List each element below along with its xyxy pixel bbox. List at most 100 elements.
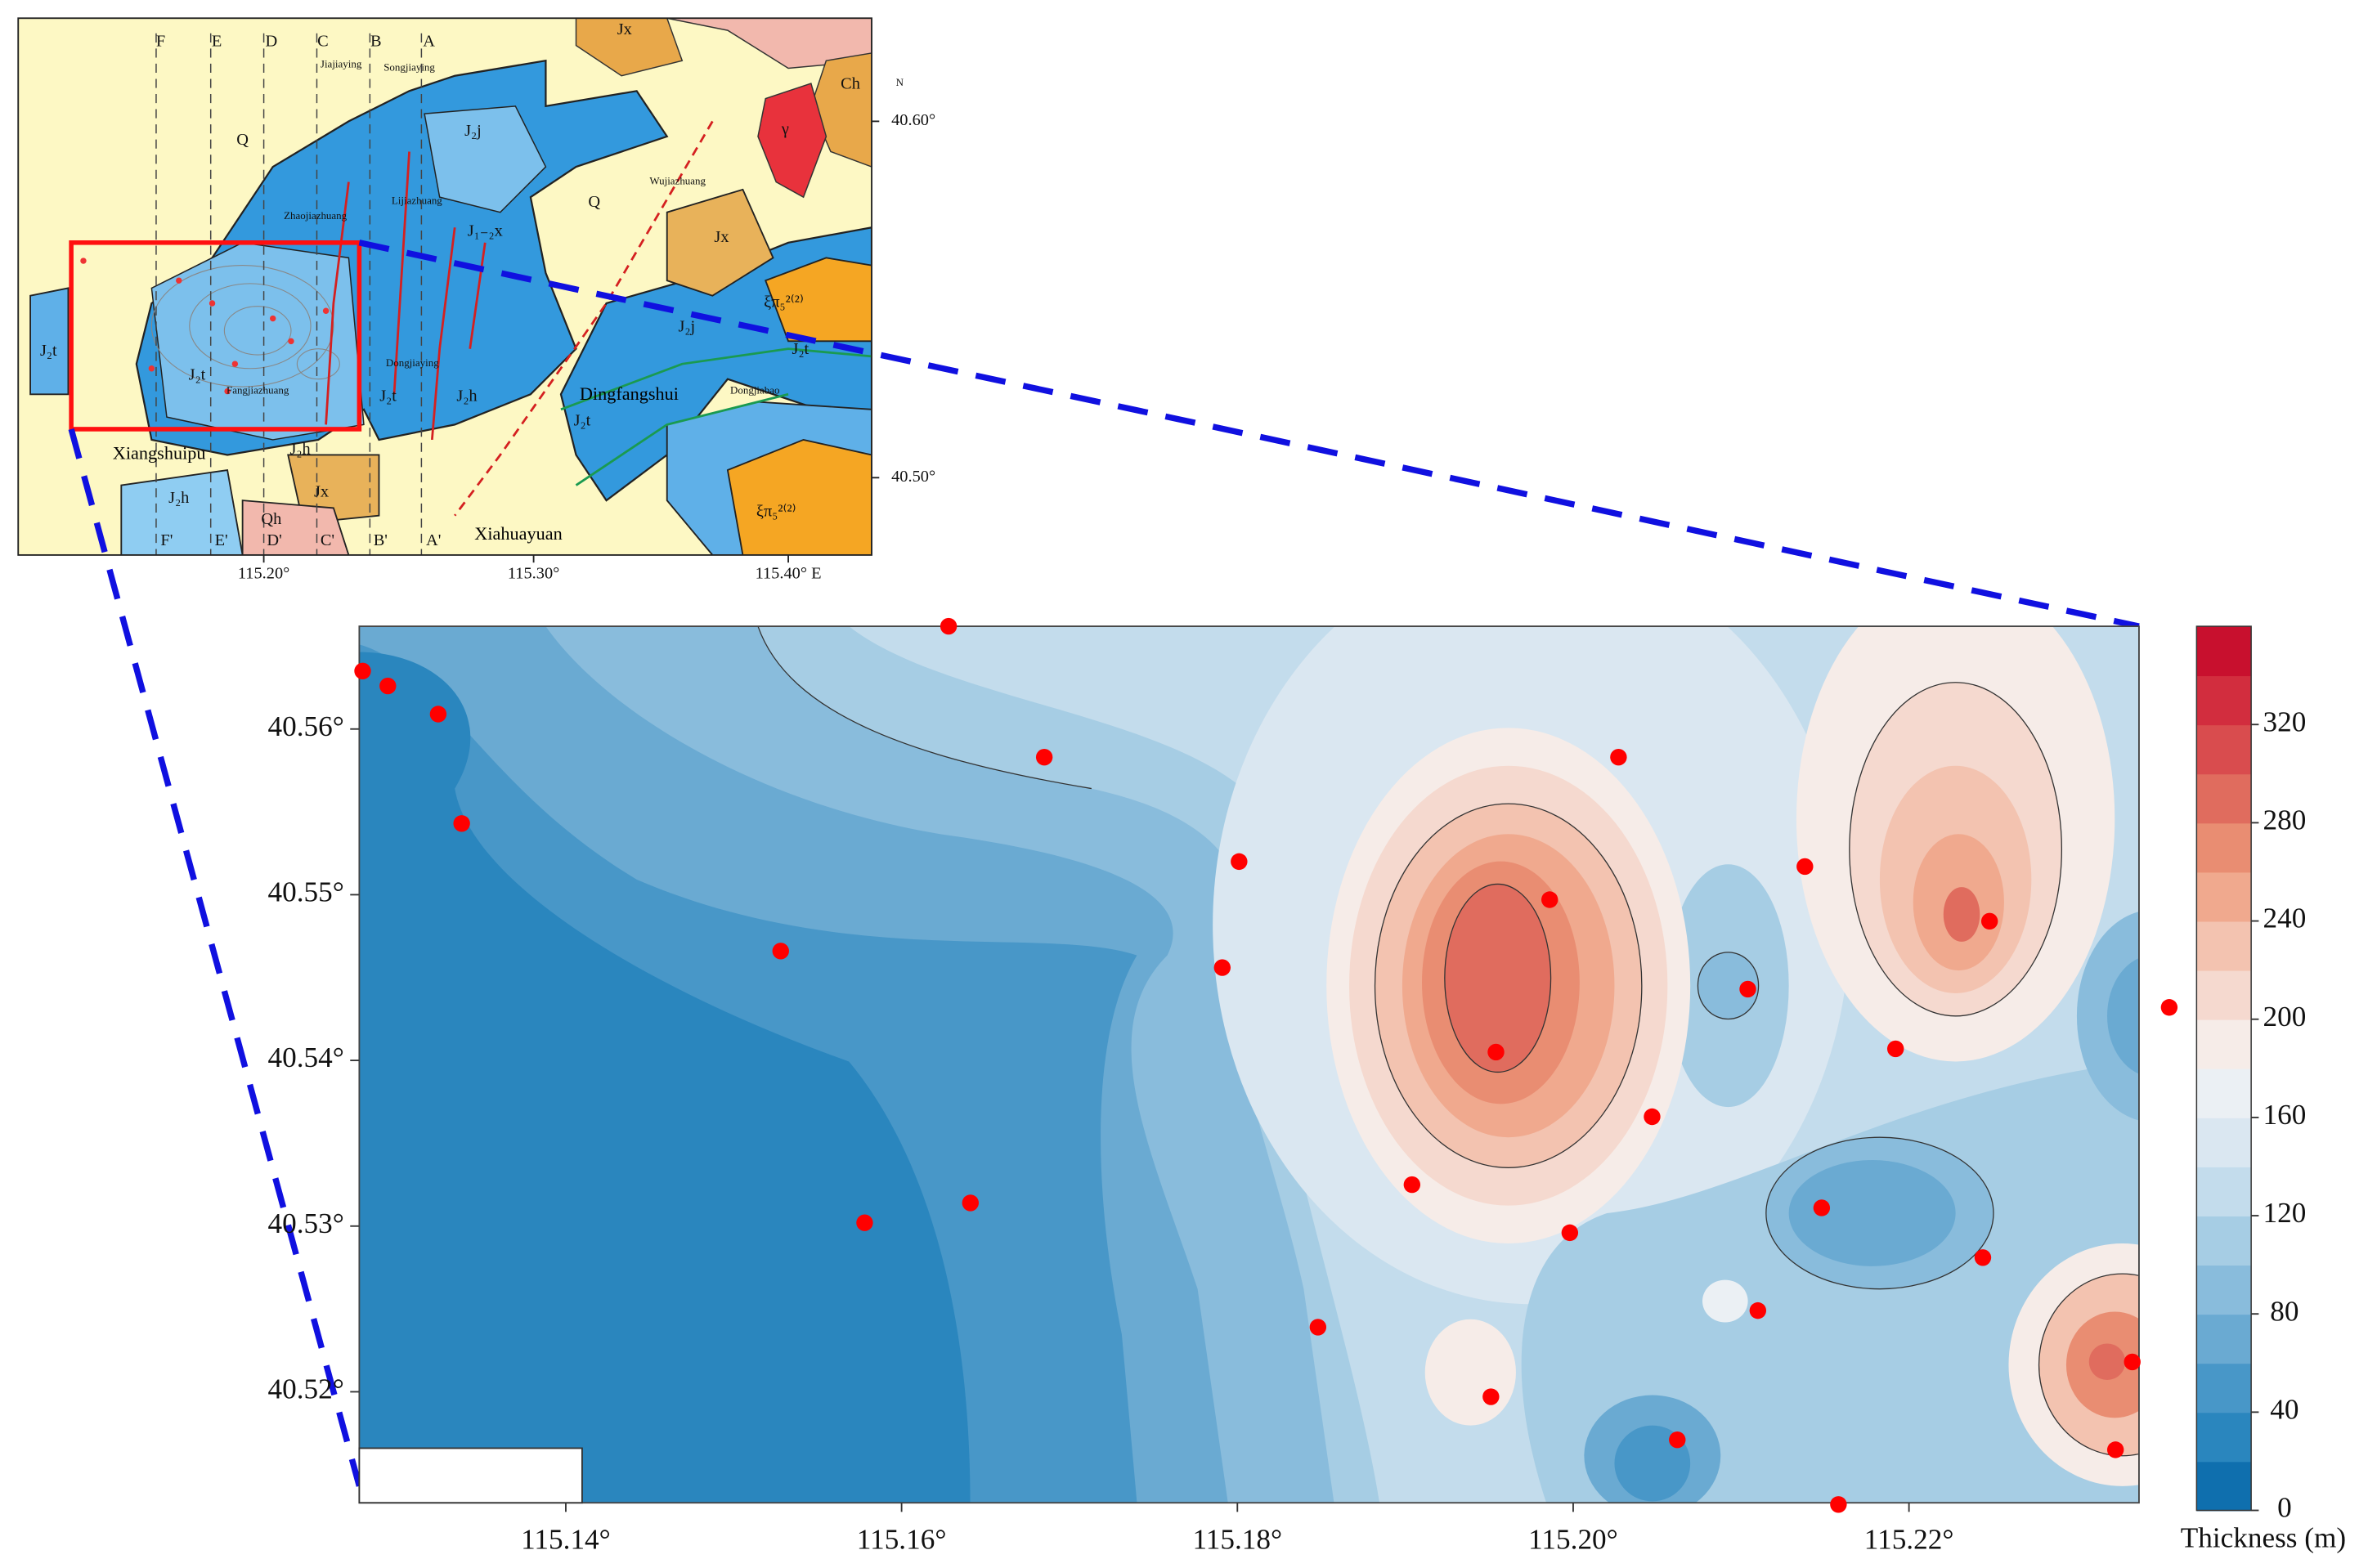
colorbar-tick-label: 0 [2277, 1492, 2292, 1524]
drilling-point [1796, 858, 1814, 876]
drilling-point [1403, 1176, 1421, 1194]
place-label: Songjiaying [383, 60, 435, 73]
colorbar-band [2196, 724, 2252, 775]
inset-y-label: 40.60° [891, 111, 935, 129]
drilling-point [1231, 853, 1248, 871]
unit-label: Jx [314, 483, 329, 501]
drilling-point [1739, 980, 1756, 998]
place-label: Dongjiaying [386, 356, 439, 369]
unit-label: J₂j [678, 317, 695, 335]
drilling-point [1980, 912, 1998, 930]
unit-label: Jx [714, 228, 729, 246]
colorbar-band [2196, 675, 2252, 726]
y-tick-label: 40.55° [268, 876, 344, 907]
y-tick-label: 40.52° [268, 1373, 344, 1405]
section-label: B' [374, 531, 388, 549]
colorbar-tick-label: 200 [2263, 1001, 2307, 1033]
inset-y-label: 40.50° [891, 468, 935, 486]
drilling-point [1541, 891, 1559, 908]
unit-label: J₂t [40, 342, 57, 360]
section-label: C' [321, 531, 334, 549]
unit-label: J₂t [574, 411, 591, 429]
x-tick-label: 115.20° [1528, 1524, 1618, 1556]
drilling-point [1561, 1224, 1579, 1242]
drilling-point [1487, 1043, 1505, 1061]
unit-label: J₂h [289, 441, 310, 459]
unit-label: J₂t [189, 366, 206, 384]
place-label: Fangjiazhuang [226, 384, 289, 396]
section-label: F [156, 33, 165, 51]
unit-label: ξπ₅²⁽²⁾ [756, 503, 796, 521]
section-label: C [317, 33, 329, 51]
y-tick-label: 40.56° [268, 710, 344, 742]
drilling-point [1309, 1319, 1327, 1336]
colorbar-tick-label: 40 [2270, 1393, 2299, 1425]
unit-label: J₂j [464, 122, 482, 140]
north-label: N [896, 76, 904, 88]
section-label: B [370, 33, 382, 51]
section-label: A' [426, 531, 441, 549]
drilling-point [354, 662, 371, 680]
y-tick-label: 40.54° [268, 1042, 344, 1073]
colorbar-band [2196, 773, 2252, 824]
unit-label: Ch [841, 75, 860, 93]
inset-x-label: 115.30° [508, 565, 559, 583]
colorbar-tick-label: 120 [2263, 1197, 2307, 1229]
drilling-point [1644, 1108, 1661, 1126]
unit-label: J₂h [456, 388, 477, 405]
drilling-point [453, 815, 470, 832]
place-label: Dingfangshui [580, 383, 679, 404]
legend-box [358, 1447, 583, 1504]
colorbar-band [2196, 1314, 2252, 1364]
unit-label: J₁₋₂x [468, 222, 503, 240]
drilling-point [2160, 999, 2178, 1016]
drilling-point [2106, 1441, 2124, 1458]
inset-labels: F E D C B A F' E' D' C' B' A' Q Q Jx Jx Jx Ch J₂t J₂t J₂t J₂t… [40, 20, 935, 583]
section-label: D [266, 33, 278, 51]
colorbar-band [2196, 921, 2252, 971]
drilling-point [1669, 1431, 1686, 1449]
colorbar-band [2196, 1265, 2252, 1315]
inset-map: Jiajiaying Songjiaying Lijiazhuang Zhaoj… [18, 18, 872, 555]
colorbar-band [2196, 1117, 2252, 1167]
drilling-point [772, 943, 789, 960]
zoom-connector [68, 240, 2140, 1487]
colorbar-band [2196, 1216, 2252, 1266]
colorbar-band [2196, 1461, 2252, 1512]
inset-frame [17, 17, 872, 556]
place-label: Zhaojiazhuang [284, 209, 348, 222]
unit-label: J₂t [792, 340, 810, 358]
drilling-point [1035, 748, 1053, 766]
colorbar-band [2196, 626, 2252, 677]
colorbar-tick-label: 160 [2263, 1099, 2307, 1131]
main-map: 115.14° 115.16° 115.18° 115.20° 115.22° 40.52… [268, 617, 2346, 1556]
drilling-point [429, 706, 447, 723]
drilling-point [1813, 1199, 1831, 1216]
drilling-point [940, 617, 958, 635]
unit-label: Q [236, 131, 249, 149]
unit-label: J₂h [168, 489, 189, 507]
unit-label: Q [588, 193, 600, 211]
drilling-point [2124, 1353, 2141, 1371]
place-label: Jiajiaying [321, 58, 362, 70]
colorbar-band [2196, 1363, 2252, 1413]
colorbar-band [2196, 970, 2252, 1020]
section-label: F' [160, 531, 173, 549]
x-tick-label: 115.14° [521, 1524, 611, 1556]
y-tick-label: 40.53° [268, 1207, 344, 1239]
drilling-point [856, 1214, 873, 1231]
drilling-point [1830, 1496, 1847, 1513]
colorbar-title: Thickness (m) [2181, 1522, 2346, 1554]
place-label: Xiahuayuan [474, 523, 562, 544]
drilling-point [1213, 959, 1231, 976]
colorbar-band [2196, 1166, 2252, 1216]
x-tick-label: 115.16° [857, 1524, 947, 1556]
drilling-point [1749, 1301, 1767, 1319]
x-tick-label: 115.18° [1192, 1524, 1282, 1556]
colorbar-frame [2195, 625, 2252, 1512]
inset-x-label: 115.40° E [756, 565, 822, 583]
section-label: A [423, 33, 435, 51]
colorbar-band [2196, 1068, 2252, 1118]
